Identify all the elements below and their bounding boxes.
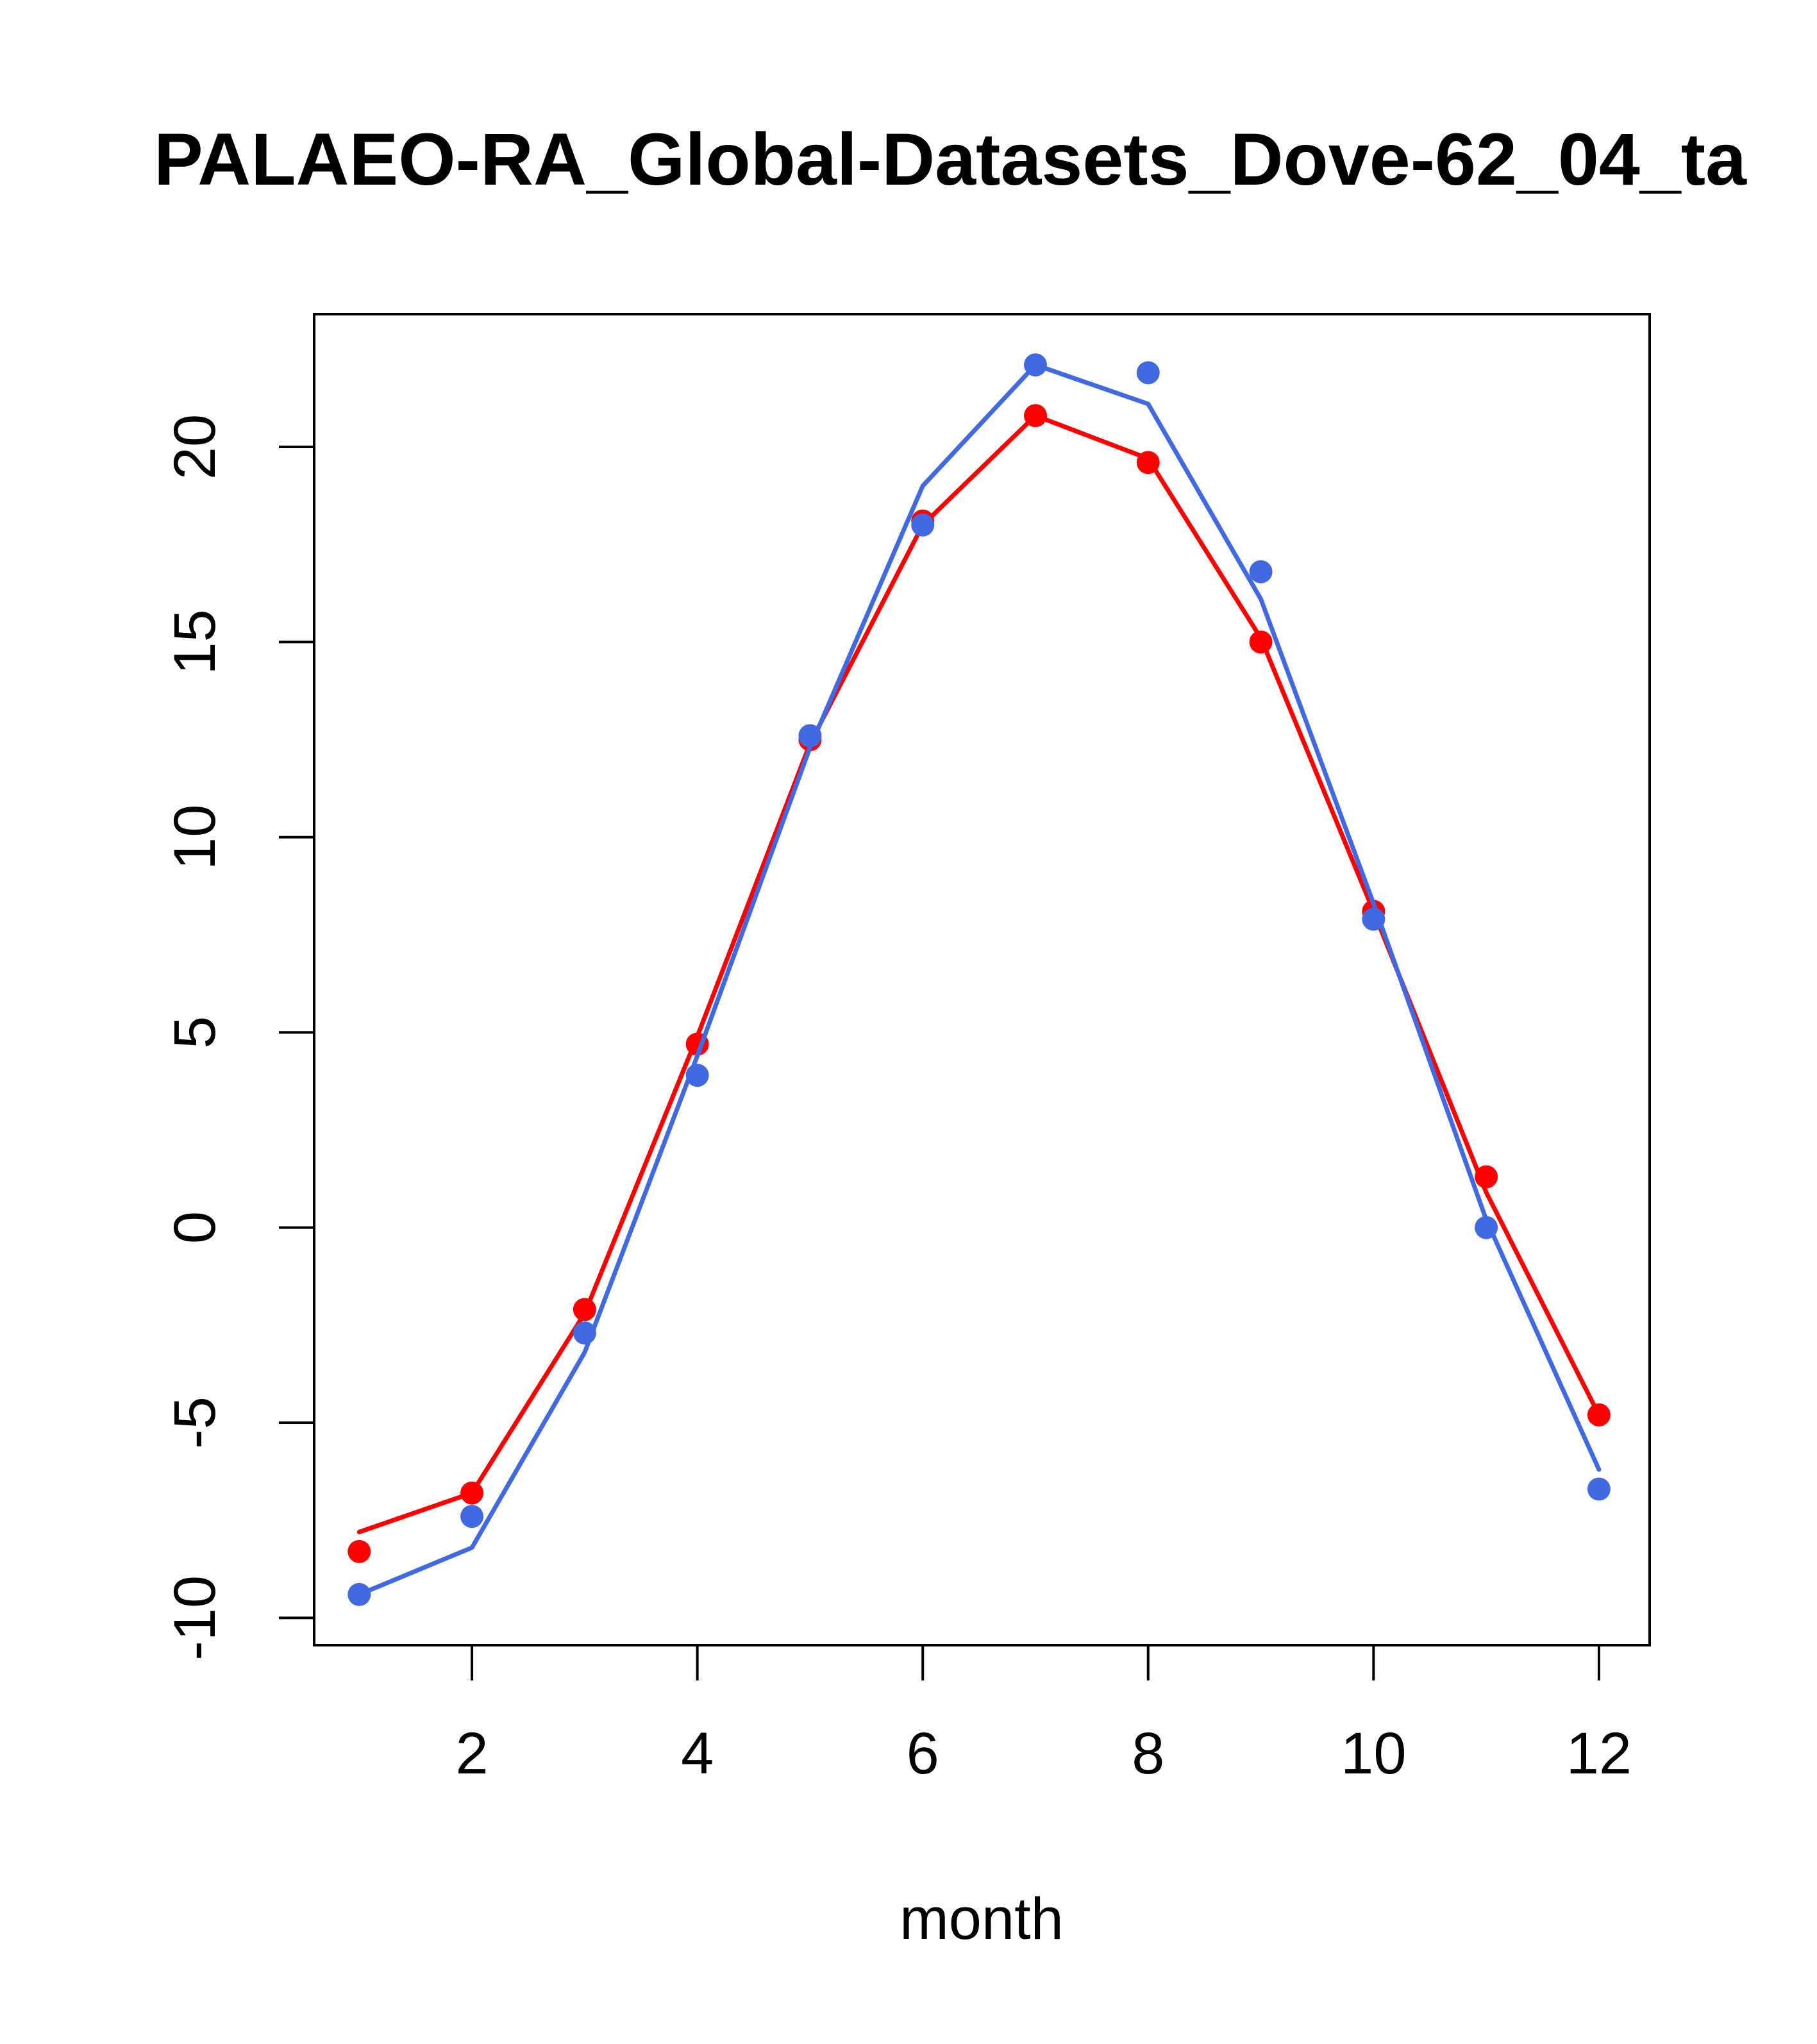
series-1-point: [573, 1298, 596, 1321]
x-axis: 2 4 6 8 10 12: [456, 1645, 1632, 1786]
chart-title: PALAEO-RA_Global-Datasets_Dove-62_04_ta: [154, 119, 1747, 201]
series-1-point: [1023, 404, 1047, 428]
series-layer: [347, 353, 1611, 1606]
series-2-point: [798, 724, 822, 748]
series-2-point: [1136, 361, 1160, 385]
y-tick-label: 15: [162, 609, 228, 674]
series-2-point: [460, 1505, 484, 1529]
x-tick-label: 8: [1132, 1721, 1164, 1786]
series-2-point: [1249, 560, 1273, 583]
series-2-point: [1587, 1477, 1611, 1501]
x-tick-label: 2: [456, 1721, 489, 1786]
series-1-point: [1475, 1165, 1498, 1189]
series-1-line: [356, 413, 1602, 1534]
series-1-point: [1587, 1403, 1611, 1427]
plot-area: [313, 313, 1651, 1646]
y-axis: -10 -5 0 5 10 15 20: [162, 414, 314, 1661]
y-tick-label: 10: [162, 805, 228, 870]
x-tick-label: 10: [1341, 1721, 1406, 1786]
x-tick-label: 4: [681, 1721, 714, 1786]
series-1-point: [460, 1481, 484, 1505]
x-axis-title: month: [900, 1886, 1064, 1952]
y-tick-label: 20: [162, 414, 228, 480]
series-1-point: [1136, 451, 1160, 474]
series-2-point: [1023, 353, 1047, 377]
series-2-point: [573, 1321, 596, 1345]
series-2-line: [356, 362, 1602, 1597]
series-2-point: [911, 513, 935, 537]
y-tick-label: 0: [162, 1211, 228, 1244]
x-tick-label: 6: [907, 1721, 939, 1786]
series-2-point: [685, 1064, 709, 1087]
series-2-point: [347, 1582, 371, 1606]
series-1-point: [1249, 630, 1273, 654]
series-1: [347, 404, 1611, 1563]
y-tick-label: -5: [162, 1396, 228, 1449]
x-tick-label: 12: [1566, 1721, 1632, 1786]
y-tick-label: -10: [162, 1575, 228, 1661]
series-2: [347, 353, 1611, 1606]
y-tick-label: 5: [162, 1016, 228, 1049]
series-2-point: [1475, 1216, 1498, 1239]
series-1-point: [347, 1539, 371, 1563]
series-2-point: [1362, 907, 1386, 931]
